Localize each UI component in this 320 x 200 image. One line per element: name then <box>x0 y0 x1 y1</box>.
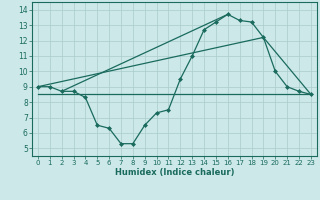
X-axis label: Humidex (Indice chaleur): Humidex (Indice chaleur) <box>115 168 234 177</box>
